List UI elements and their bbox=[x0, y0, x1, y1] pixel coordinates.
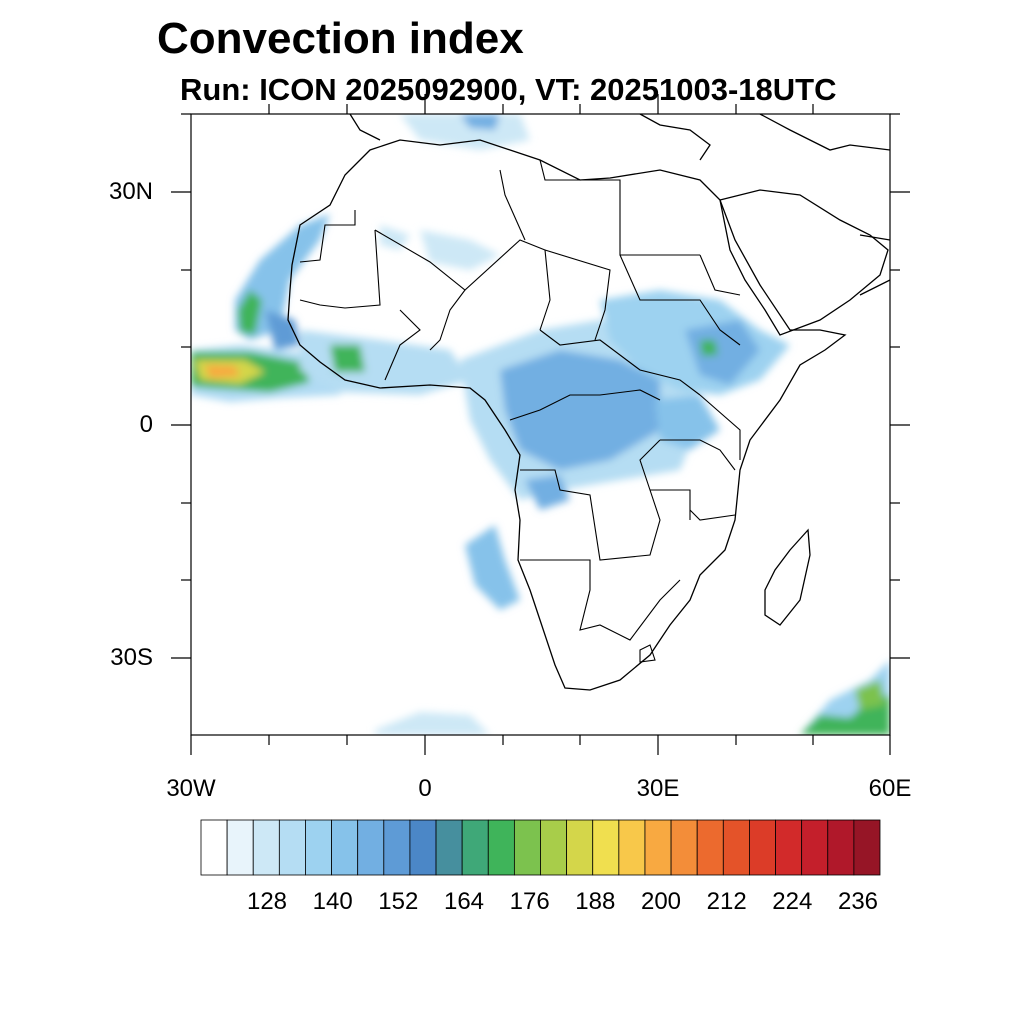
colorbar-swatch bbox=[200, 819, 228, 876]
colorbar-swatch bbox=[305, 819, 332, 876]
axis-ticks bbox=[171, 94, 910, 755]
colorbar-swatch bbox=[540, 819, 568, 876]
colorbar bbox=[200, 819, 881, 876]
coastlines bbox=[287, 114, 890, 691]
colorbar-label: 176 bbox=[509, 888, 550, 915]
colorbar-label: 200 bbox=[640, 888, 682, 915]
colorbar-swatch bbox=[278, 819, 306, 876]
colorbar-label: 224 bbox=[772, 888, 813, 915]
x-tick-label: 30W bbox=[166, 775, 216, 802]
country-borders bbox=[299, 159, 741, 663]
colorbar-swatch bbox=[722, 819, 750, 876]
x-tick-label: 60E bbox=[868, 775, 912, 802]
colorbar-swatch bbox=[513, 819, 541, 876]
colorbar-swatch bbox=[592, 819, 620, 876]
x-tick-label: 30E bbox=[636, 775, 680, 802]
colorbar-label: 140 bbox=[312, 888, 353, 915]
colorbar-swatch bbox=[827, 819, 855, 876]
colorbar-swatch bbox=[461, 819, 489, 876]
y-tick-label: 30S bbox=[110, 644, 153, 671]
map-subtitle: Run: ICON 2025092900, VT: 20251003-18UTC bbox=[180, 72, 837, 107]
colorbar-swatch bbox=[383, 819, 411, 876]
colorbar-swatch bbox=[409, 819, 437, 876]
y-tick-label: 0 bbox=[139, 411, 153, 438]
colorbar-swatch bbox=[749, 819, 776, 876]
colorbar-swatch bbox=[331, 819, 359, 876]
colorbar-swatch bbox=[696, 819, 724, 876]
colorbar-swatch bbox=[618, 819, 646, 876]
colorbar-swatch bbox=[775, 819, 803, 876]
map-title: Convection index bbox=[157, 14, 524, 63]
colorbar-swatch bbox=[252, 819, 280, 876]
colorbar-swatch bbox=[801, 819, 829, 876]
y-tick-label: 30N bbox=[108, 178, 153, 205]
colorbar-swatch bbox=[670, 819, 698, 876]
colorbar-swatch bbox=[853, 819, 881, 876]
colorbar-swatch bbox=[226, 819, 254, 876]
colorbar-label: 152 bbox=[378, 888, 419, 915]
colorbar-label: 164 bbox=[443, 888, 485, 915]
colorbar-label: 128 bbox=[246, 888, 288, 915]
colorbar-swatch bbox=[357, 819, 385, 876]
colorbar-label: 188 bbox=[575, 888, 616, 915]
colorbar-swatch bbox=[435, 819, 463, 876]
colorbar-swatch bbox=[644, 819, 672, 876]
colorbar-swatch bbox=[566, 819, 594, 876]
colorbar-label: 212 bbox=[706, 888, 747, 915]
colorbar-label: 236 bbox=[837, 888, 879, 915]
convection-field bbox=[191, 114, 890, 735]
x-tick-label: 0 bbox=[418, 775, 432, 802]
colorbar-swatch bbox=[487, 819, 515, 876]
